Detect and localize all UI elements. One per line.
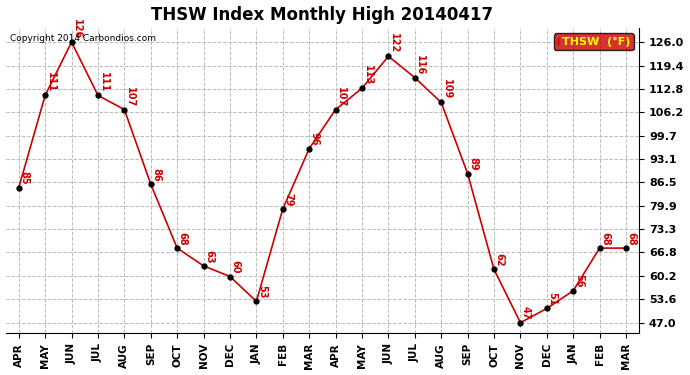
Text: 53: 53 bbox=[257, 285, 267, 298]
Text: 122: 122 bbox=[389, 33, 399, 54]
Text: 107: 107 bbox=[125, 87, 135, 107]
Text: 89: 89 bbox=[468, 157, 478, 171]
Text: Copyright 2014 Carbondios.com: Copyright 2014 Carbondios.com bbox=[10, 34, 157, 43]
Text: 96: 96 bbox=[310, 132, 319, 146]
Text: 113: 113 bbox=[362, 65, 373, 86]
Text: 126: 126 bbox=[72, 19, 82, 39]
Text: 109: 109 bbox=[442, 80, 452, 100]
Text: 63: 63 bbox=[204, 250, 214, 263]
Text: 111: 111 bbox=[99, 72, 108, 93]
Text: 60: 60 bbox=[230, 260, 241, 274]
Text: 85: 85 bbox=[19, 171, 29, 185]
Text: 111: 111 bbox=[46, 72, 56, 93]
Text: 116: 116 bbox=[415, 55, 425, 75]
Text: 56: 56 bbox=[574, 274, 584, 288]
Text: 51: 51 bbox=[547, 292, 558, 306]
Text: 107: 107 bbox=[336, 87, 346, 107]
Text: 68: 68 bbox=[178, 232, 188, 245]
Text: 68: 68 bbox=[627, 232, 637, 245]
Text: 68: 68 bbox=[600, 232, 610, 245]
Text: 62: 62 bbox=[495, 253, 504, 267]
Title: THSW Index Monthly High 20140417: THSW Index Monthly High 20140417 bbox=[151, 6, 493, 24]
Text: 47: 47 bbox=[521, 306, 531, 320]
Text: 86: 86 bbox=[151, 168, 161, 182]
Legend: THSW  (°F): THSW (°F) bbox=[554, 33, 633, 50]
Text: 79: 79 bbox=[284, 193, 293, 206]
